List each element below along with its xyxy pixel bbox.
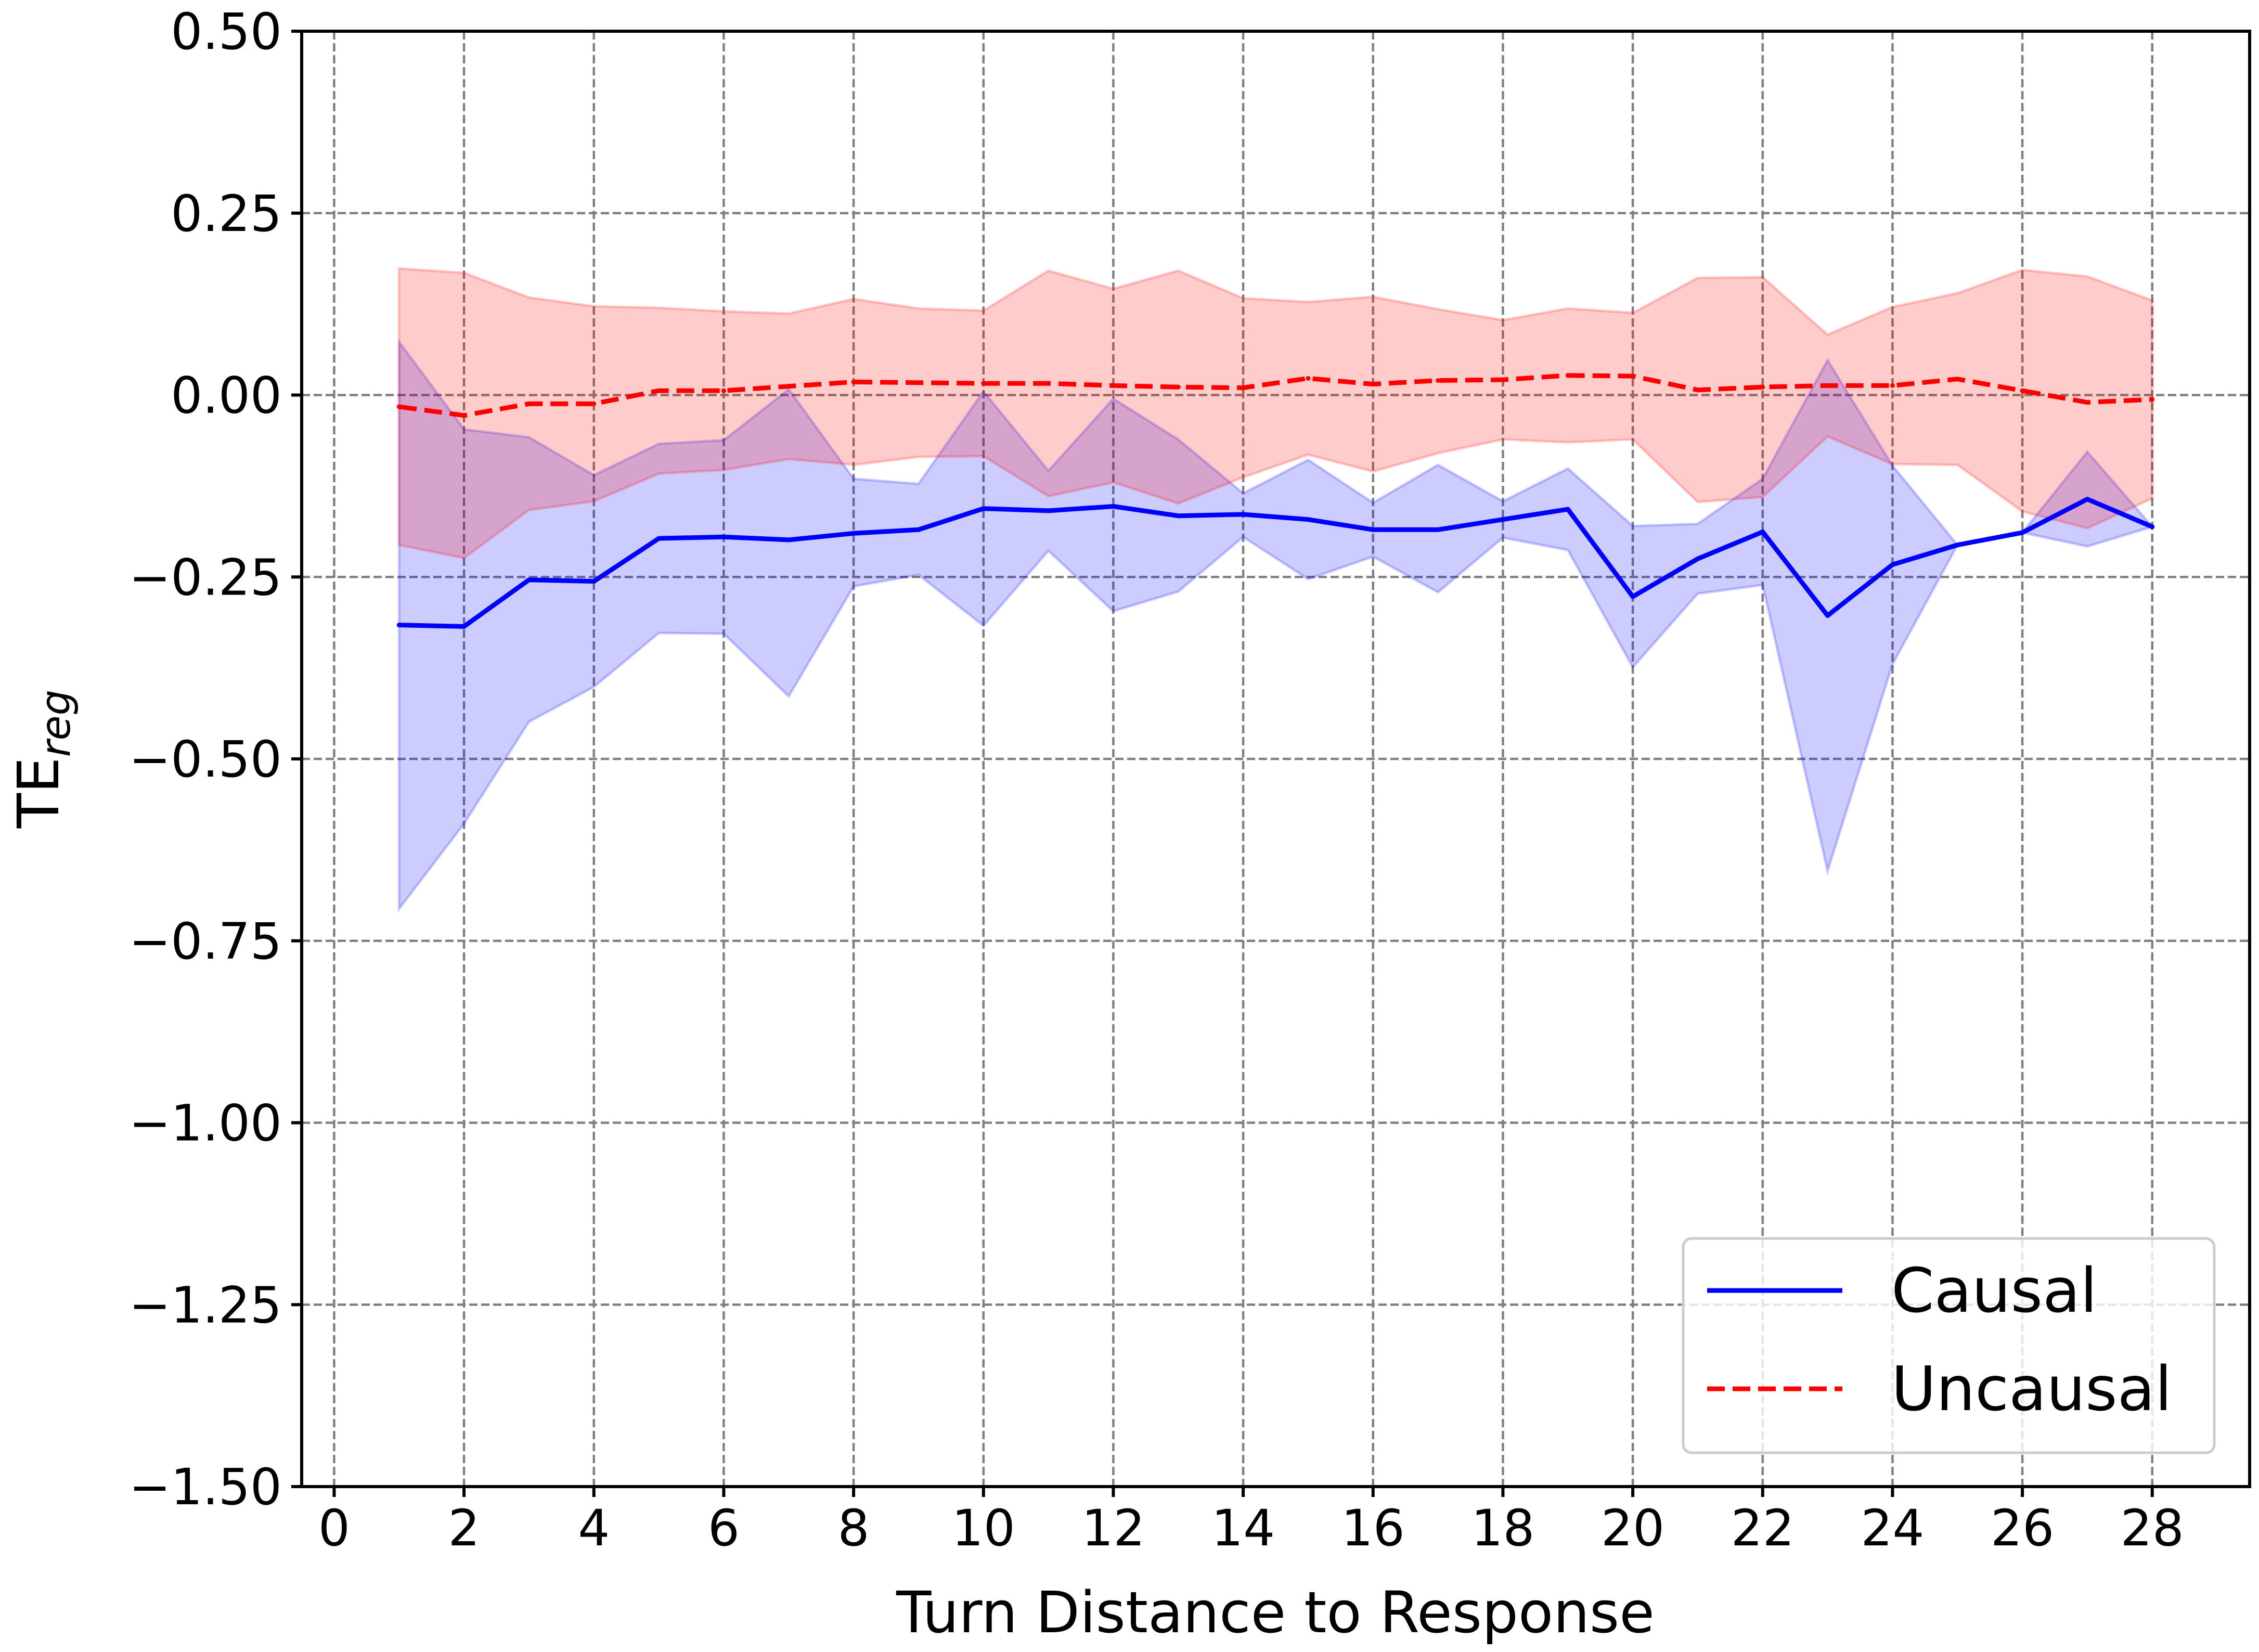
y-tick-label: −0.25 — [129, 548, 282, 606]
x-tick-label: 6 — [708, 1499, 740, 1557]
x-tick-label: 18 — [1471, 1499, 1534, 1557]
data-point-uncausal — [1825, 383, 1830, 388]
data-point-uncausal — [1955, 377, 1960, 382]
data-point-causal — [916, 527, 921, 532]
data-point-causal — [656, 536, 662, 541]
data-point-causal — [1306, 517, 1311, 522]
data-point-uncausal — [1436, 378, 1441, 383]
data-point-uncausal — [461, 413, 467, 418]
data-point-causal — [1825, 613, 1830, 618]
data-point-causal — [1955, 543, 1960, 548]
data-point-uncausal — [1760, 384, 1765, 390]
data-point-uncausal — [1890, 383, 1895, 388]
data-point-causal — [526, 577, 532, 583]
data-point-uncausal — [721, 388, 726, 393]
series-line-causal — [399, 497, 2153, 629]
x-axis: 0 2 4 6 8 10 12 14 16 18 20 22 24 26 28 — [318, 1487, 2184, 1557]
confidence-band-causal — [397, 338, 2155, 913]
x-tick-label: 12 — [1081, 1499, 1145, 1557]
data-point-causal — [1176, 513, 1181, 519]
y-tick-label: −0.50 — [129, 730, 282, 789]
y-tick-label: −0.75 — [129, 912, 282, 971]
data-point-causal — [721, 534, 726, 539]
x-tick-label: 14 — [1211, 1499, 1275, 1557]
data-point-uncausal — [1176, 384, 1181, 390]
data-point-uncausal — [1046, 381, 1051, 386]
data-point-causal — [851, 531, 856, 536]
x-tick-label: 22 — [1731, 1499, 1795, 1557]
data-point-causal — [1241, 512, 1246, 517]
y-tick-label: 0.25 — [171, 185, 282, 243]
y-tick-label: −1.00 — [129, 1094, 282, 1153]
data-point-causal — [396, 623, 402, 628]
y-tick-label: −1.50 — [129, 1458, 282, 1516]
y-tick-label: 0.50 — [171, 3, 282, 61]
data-point-uncausal — [981, 381, 986, 386]
data-point-uncausal — [2020, 388, 2025, 393]
data-point-uncausal — [916, 380, 921, 385]
data-point-uncausal — [526, 401, 532, 406]
x-axis-title: Turn Distance to Response — [896, 1579, 1655, 1646]
x-tick-label: 16 — [1341, 1499, 1405, 1557]
data-point-uncausal — [1371, 382, 1376, 387]
data-point-uncausal — [1695, 388, 1700, 393]
x-tick-label: 8 — [838, 1499, 870, 1557]
data-point-uncausal — [851, 379, 856, 384]
data-point-uncausal — [396, 404, 402, 409]
y-axis: 0.50 0.25 0.00 −0.25 −0.50 −0.75 −1.00 −1.25 −1.… — [129, 3, 302, 1516]
data-point-causal — [1111, 504, 1116, 509]
data-point-uncausal — [786, 384, 791, 389]
legend: Causal Uncausal — [1682, 1237, 2216, 1454]
data-point-causal — [1565, 507, 1570, 512]
data-point-causal — [1046, 508, 1051, 513]
x-tick-label: 0 — [318, 1499, 350, 1557]
data-point-uncausal — [1565, 373, 1570, 378]
data-point-causal — [2150, 524, 2155, 530]
data-point-causal — [981, 506, 986, 511]
data-point-causal — [1630, 594, 1635, 599]
legend-label-causal: Causal — [1891, 1255, 2097, 1326]
confidence-band-uncausal — [397, 267, 2154, 560]
data-point-causal — [2020, 530, 2025, 535]
data-point-uncausal — [1630, 373, 1635, 379]
series-lines — [396, 373, 2155, 629]
data-point-uncausal — [1306, 376, 1311, 381]
data-point-uncausal — [1241, 385, 1246, 391]
data-point-causal — [1436, 527, 1441, 532]
data-point-causal — [591, 579, 597, 584]
x-tick-label: 24 — [1861, 1499, 1924, 1557]
data-point-uncausal — [591, 401, 597, 406]
data-point-causal — [1890, 562, 1895, 567]
y-tick-label: 0.00 — [171, 367, 282, 425]
data-point-causal — [1500, 517, 1505, 522]
data-point-causal — [1695, 556, 1700, 561]
data-point-uncausal — [656, 388, 662, 393]
x-tick-label: 4 — [578, 1499, 610, 1557]
x-tick-label: 28 — [2121, 1499, 2184, 1557]
confidence-bands — [397, 267, 2155, 913]
data-point-causal — [1371, 527, 1376, 532]
data-point-uncausal — [2150, 397, 2155, 402]
y-axis-title: TEreg — [5, 690, 80, 829]
series-line-uncausal — [398, 373, 2153, 418]
y-axis-title-subscript: reg — [33, 690, 80, 757]
data-point-causal — [786, 537, 791, 543]
y-tick-label: −1.25 — [129, 1276, 282, 1334]
x-tick-label: 26 — [1991, 1499, 2054, 1557]
data-point-causal — [2085, 497, 2090, 502]
data-point-uncausal — [1500, 377, 1505, 382]
data-point-uncausal — [1111, 383, 1116, 388]
legend-label-uncausal: Uncausal — [1891, 1353, 2172, 1425]
data-point-causal — [1760, 530, 1765, 535]
x-tick-label: 20 — [1601, 1499, 1664, 1557]
data-point-uncausal — [2085, 399, 2090, 405]
x-tick-label: 2 — [448, 1499, 480, 1557]
x-tick-label: 10 — [952, 1499, 1015, 1557]
data-point-causal — [461, 624, 467, 629]
y-axis-title-main: TE — [5, 757, 72, 829]
